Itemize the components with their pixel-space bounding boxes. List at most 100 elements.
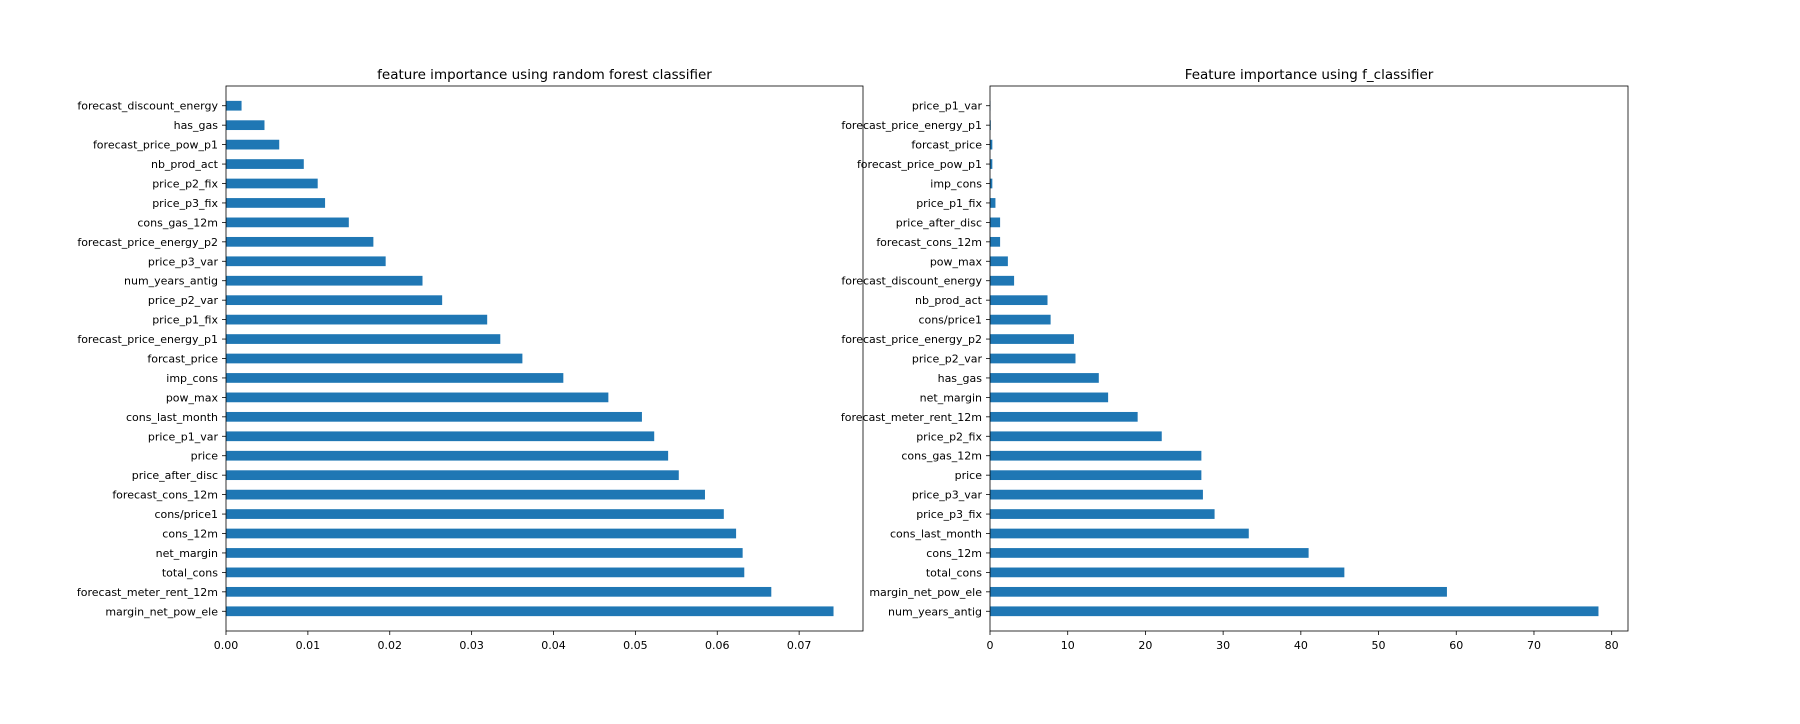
y-tick-label: forecast_discount_energy	[841, 275, 982, 288]
y-tick-label: forcast_price	[147, 353, 218, 366]
x-tick-label: 0.06	[705, 639, 730, 652]
y-tick-label: imp_cons	[166, 372, 218, 385]
x-tick-label: 0.05	[623, 639, 648, 652]
y-tick-label: imp_cons	[930, 178, 982, 191]
y-tick-label: num_years_antig	[888, 605, 982, 618]
x-tick-label: 0.03	[459, 639, 484, 652]
y-tick-label: forecast_price_energy_p1	[77, 333, 218, 346]
x-tick-label: 0.01	[296, 639, 321, 652]
x-tick-label: 80	[1605, 639, 1619, 652]
y-tick-label: forecast_price_pow_p1	[857, 158, 982, 171]
y-tick-label: cons_12m	[162, 528, 218, 541]
x-tick-label: 0.02	[378, 639, 403, 652]
bar	[226, 529, 736, 539]
y-tick-label: price_p1_var	[912, 100, 983, 113]
y-tick-label: forecast_discount_energy	[77, 100, 218, 113]
bar	[990, 295, 1048, 305]
bar	[226, 490, 705, 500]
y-tick-label: pow_max	[166, 391, 219, 404]
bar	[990, 431, 1162, 441]
chart-random-forest: feature importance using random forest c…	[77, 67, 863, 652]
bar	[990, 354, 1075, 364]
y-tick-label: forecast_price_energy_p2	[841, 333, 982, 346]
bar	[226, 568, 744, 578]
bar	[226, 218, 349, 228]
y-tick-label: forecast_cons_12m	[876, 236, 982, 249]
y-tick-label: nb_prod_act	[915, 294, 983, 307]
bar	[226, 393, 608, 403]
x-tick-label: 60	[1449, 639, 1463, 652]
bar	[226, 373, 563, 383]
bar	[226, 276, 423, 286]
bar	[990, 451, 1201, 461]
y-tick-label: cons_gas_12m	[901, 450, 982, 463]
bar	[226, 509, 724, 519]
bar	[990, 606, 1598, 616]
bar	[990, 237, 1000, 247]
x-tick-label: 0.07	[787, 639, 812, 652]
bar	[226, 101, 242, 111]
bar	[990, 587, 1447, 597]
bar	[990, 218, 1000, 228]
y-tick-label: price_p1_fix	[916, 197, 982, 210]
bar	[226, 470, 679, 480]
y-tick-label: price_p2_fix	[152, 178, 218, 191]
bar	[226, 159, 304, 169]
bar	[226, 431, 654, 441]
y-tick-label: price	[191, 450, 219, 463]
bar	[990, 315, 1051, 325]
y-tick-label: has_gas	[938, 372, 983, 385]
y-tick-label: pow_max	[930, 255, 983, 268]
y-tick-label: price_after_disc	[132, 469, 218, 482]
bar	[226, 548, 743, 558]
bar	[226, 198, 325, 208]
bar	[990, 198, 995, 208]
y-tick-label: cons_last_month	[890, 528, 982, 541]
y-tick-label: forcast_price	[911, 139, 982, 152]
y-tick-label: nb_prod_act	[151, 158, 219, 171]
y-tick-label: price_p3_fix	[916, 508, 982, 521]
chart-title: Feature importance using f_classifier	[1185, 67, 1434, 83]
bar	[990, 529, 1249, 539]
chart-f-classifier: Feature importance using f_classifier pr…	[841, 67, 1628, 652]
y-tick-label: has_gas	[174, 119, 219, 132]
bar	[990, 256, 1008, 266]
y-tick-label: num_years_antig	[124, 275, 218, 288]
y-tick-label: cons_12m	[926, 547, 982, 560]
y-tick-label: forecast_meter_rent_12m	[841, 411, 982, 424]
x-tick-label: 0	[987, 639, 994, 652]
x-tick-label: 40	[1294, 639, 1308, 652]
y-tick-label: price_p3_fix	[152, 197, 218, 210]
bar	[226, 120, 264, 130]
bar	[990, 568, 1344, 578]
y-tick-label: cons/price1	[918, 314, 982, 327]
bar	[226, 451, 668, 461]
y-tick-label: margin_net_pow_ele	[869, 586, 982, 599]
bar	[226, 237, 373, 247]
x-tick-label: 50	[1372, 639, 1386, 652]
y-tick-label: price_after_disc	[896, 216, 982, 229]
x-tick-label: 70	[1527, 639, 1541, 652]
bar	[226, 179, 318, 189]
bar	[226, 587, 771, 597]
y-tick-label: price	[955, 469, 983, 482]
bars	[226, 101, 834, 616]
y-tick-label: forecast_meter_rent_12m	[77, 586, 218, 599]
x-tick-label: 0.04	[541, 639, 566, 652]
bar	[226, 334, 500, 344]
bar	[990, 470, 1201, 480]
y-tick-label: price_p1_var	[148, 430, 219, 443]
bar	[226, 295, 442, 305]
bar	[990, 490, 1203, 500]
bar	[990, 548, 1309, 558]
y-tick-label: forecast_cons_12m	[112, 489, 218, 502]
x-tick-label: 10	[1061, 639, 1075, 652]
bar	[226, 140, 279, 150]
y-tick-label: forecast_price_energy_p2	[77, 236, 218, 249]
y-tick-label: forecast_price_pow_p1	[93, 139, 218, 152]
y-tick-label: cons_gas_12m	[137, 216, 218, 229]
